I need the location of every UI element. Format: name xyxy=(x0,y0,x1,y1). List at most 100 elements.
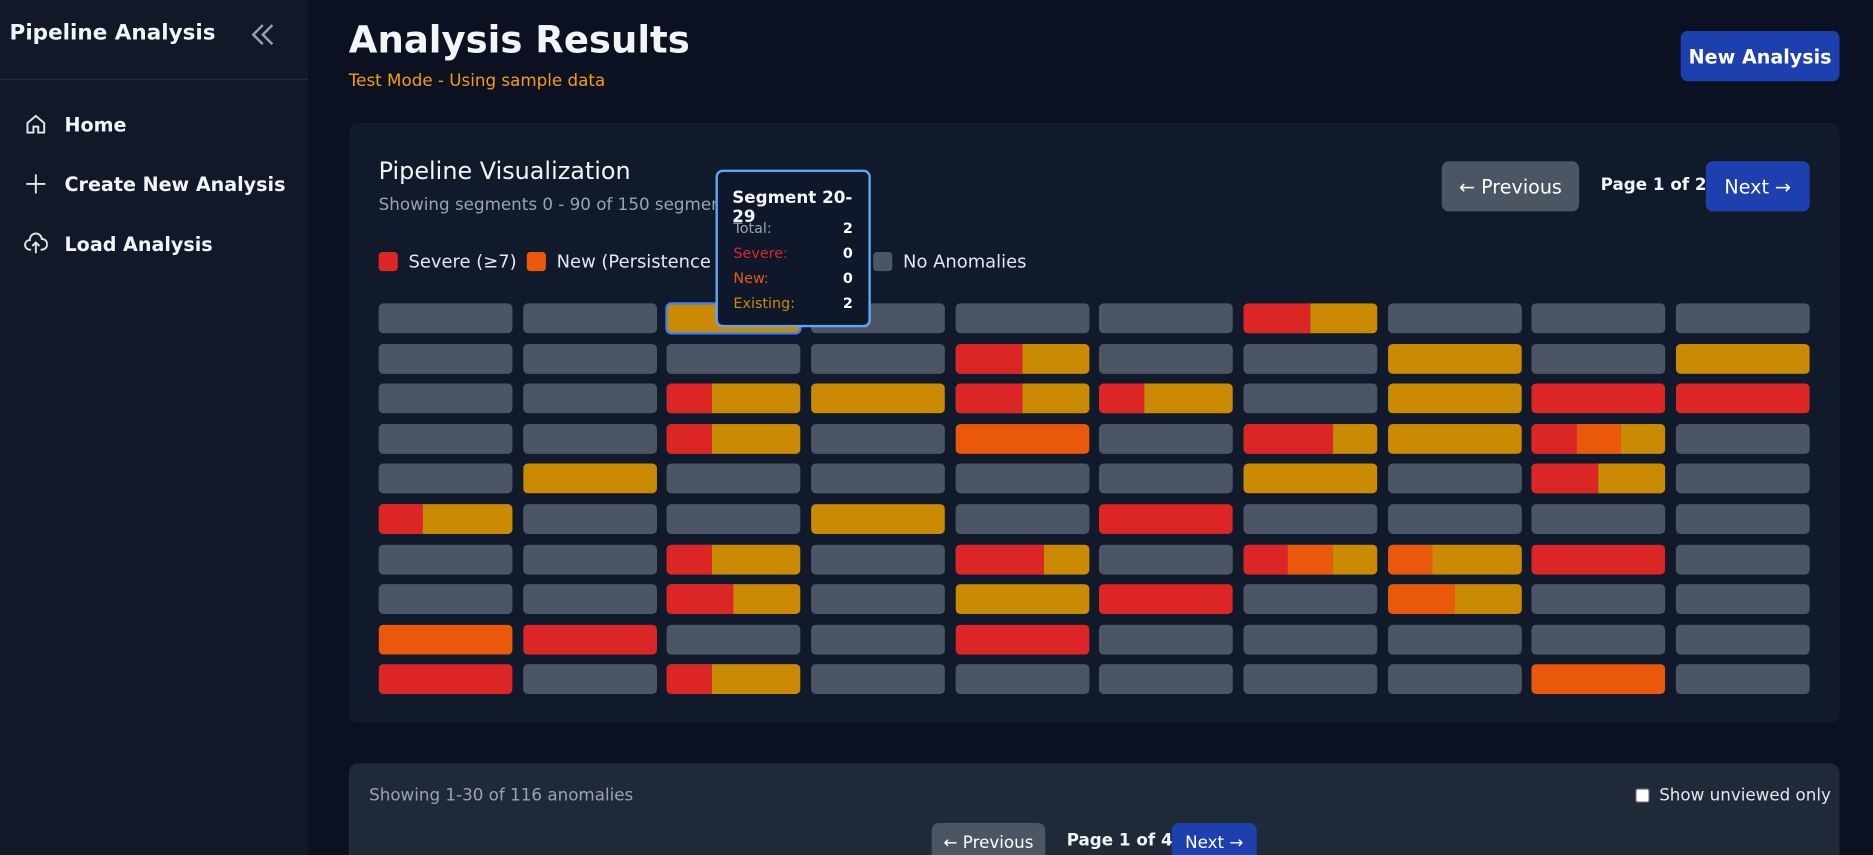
segment-cell[interactable] xyxy=(1531,544,1666,575)
segment-cell[interactable] xyxy=(1387,463,1522,494)
segment-cell[interactable] xyxy=(522,664,657,695)
segment-cell[interactable] xyxy=(378,423,513,454)
segment-cell[interactable] xyxy=(1676,584,1810,615)
segment-cell[interactable] xyxy=(522,584,657,615)
new-analysis-button[interactable]: New Analysis xyxy=(1680,31,1840,82)
segment-cell[interactable] xyxy=(1676,343,1810,374)
nav-home[interactable]: Home xyxy=(24,112,127,136)
segment-cell[interactable] xyxy=(811,664,945,695)
segment-cell[interactable] xyxy=(1531,303,1666,334)
segment-cell[interactable] xyxy=(1099,423,1234,454)
next-button[interactable]: Next → xyxy=(1705,161,1810,212)
segment-cell[interactable] xyxy=(1099,383,1234,414)
segment-cell[interactable] xyxy=(1531,504,1666,534)
segment-cell[interactable] xyxy=(522,383,657,414)
segment-cell[interactable] xyxy=(955,423,1089,454)
segment-cell[interactable] xyxy=(955,664,1089,695)
segment-cell[interactable] xyxy=(666,624,801,655)
nav-create[interactable]: Create New Analysis xyxy=(24,172,285,196)
segment-cell[interactable] xyxy=(1099,544,1234,575)
segment-cell[interactable] xyxy=(1676,463,1810,494)
nav-load[interactable]: Load Analysis xyxy=(24,232,213,256)
segment-cell[interactable] xyxy=(1531,343,1666,374)
segment-cell[interactable] xyxy=(1531,463,1666,494)
segment-cell[interactable] xyxy=(1676,504,1810,534)
segment-cell[interactable] xyxy=(1387,664,1522,695)
segment-cell[interactable] xyxy=(666,423,801,454)
segment-cell[interactable] xyxy=(522,544,657,575)
segment-cell[interactable] xyxy=(811,584,945,615)
segment-cell[interactable] xyxy=(1099,303,1234,334)
segment-cell[interactable] xyxy=(1099,664,1234,695)
segment-cell[interactable] xyxy=(1676,664,1810,695)
segment-cell[interactable] xyxy=(1387,383,1522,414)
segment-cell[interactable] xyxy=(955,463,1089,494)
segment-cell[interactable] xyxy=(522,423,657,454)
segment-cell[interactable] xyxy=(1531,664,1666,695)
next-button[interactable]: Next → xyxy=(1171,823,1257,855)
collapse-button[interactable] xyxy=(248,22,277,48)
segment-cell[interactable] xyxy=(522,303,657,334)
segment-cell[interactable] xyxy=(522,624,657,655)
segment-cell[interactable] xyxy=(1243,343,1378,374)
segment-cell[interactable] xyxy=(666,504,801,534)
segment-cell[interactable] xyxy=(1387,544,1522,575)
segment-cell[interactable] xyxy=(378,584,513,615)
segment-cell[interactable] xyxy=(1387,504,1522,534)
segment-cell[interactable] xyxy=(1531,624,1666,655)
segment-cell[interactable] xyxy=(1387,624,1522,655)
previous-button[interactable]: ← Previous xyxy=(1441,161,1580,212)
segment-cell[interactable] xyxy=(666,343,801,374)
segment-cell[interactable] xyxy=(378,343,513,374)
segment-cell[interactable] xyxy=(1387,303,1522,334)
segment-cell[interactable] xyxy=(378,383,513,414)
segment-cell[interactable] xyxy=(1099,624,1234,655)
segment-cell[interactable] xyxy=(811,544,945,575)
segment-cell[interactable] xyxy=(955,544,1089,575)
segment-cell[interactable] xyxy=(1099,584,1234,615)
segment-cell[interactable] xyxy=(666,544,801,575)
segment-cell[interactable] xyxy=(955,504,1089,534)
segment-cell[interactable] xyxy=(522,463,657,494)
segment-cell[interactable] xyxy=(666,383,801,414)
segment-cell[interactable] xyxy=(1676,423,1810,454)
segment-cell[interactable] xyxy=(811,624,945,655)
segment-cell[interactable] xyxy=(378,303,513,334)
segment-cell[interactable] xyxy=(1243,383,1378,414)
segment-cell[interactable] xyxy=(811,383,945,414)
segment-cell[interactable] xyxy=(378,504,513,534)
segment-cell[interactable] xyxy=(1099,504,1234,534)
segment-cell[interactable] xyxy=(378,463,513,494)
segment-cell[interactable] xyxy=(1531,383,1666,414)
segment-cell[interactable] xyxy=(1243,664,1378,695)
segment-cell[interactable] xyxy=(955,383,1089,414)
segment-cell[interactable] xyxy=(1676,303,1810,334)
segment-cell[interactable] xyxy=(1531,423,1666,454)
segment-cell[interactable] xyxy=(1243,544,1378,575)
segment-cell[interactable] xyxy=(955,303,1089,334)
segment-cell[interactable] xyxy=(1099,463,1234,494)
segment-cell[interactable] xyxy=(1531,584,1666,615)
segment-cell[interactable] xyxy=(378,624,513,655)
segment-cell[interactable] xyxy=(1243,504,1378,534)
segment-cell[interactable] xyxy=(666,463,801,494)
segment-cell[interactable] xyxy=(378,664,513,695)
segment-cell[interactable] xyxy=(666,664,801,695)
segment-cell[interactable] xyxy=(1243,423,1378,454)
segment-cell[interactable] xyxy=(1243,463,1378,494)
segment-cell[interactable] xyxy=(1676,383,1810,414)
segment-cell[interactable] xyxy=(955,624,1089,655)
segment-cell[interactable] xyxy=(955,584,1089,615)
segment-cell[interactable] xyxy=(811,423,945,454)
segment-cell[interactable] xyxy=(811,504,945,534)
segment-cell[interactable] xyxy=(1243,303,1378,334)
segment-cell[interactable] xyxy=(1387,584,1522,615)
segment-cell[interactable] xyxy=(378,544,513,575)
filter-checkbox[interactable] xyxy=(1635,788,1650,803)
segment-cell[interactable] xyxy=(1099,343,1234,374)
segment-cell[interactable] xyxy=(1387,343,1522,374)
segment-cell[interactable] xyxy=(522,343,657,374)
segment-cell[interactable] xyxy=(1387,423,1522,454)
segment-cell[interactable] xyxy=(522,504,657,534)
previous-button[interactable]: ← Previous xyxy=(931,823,1046,855)
